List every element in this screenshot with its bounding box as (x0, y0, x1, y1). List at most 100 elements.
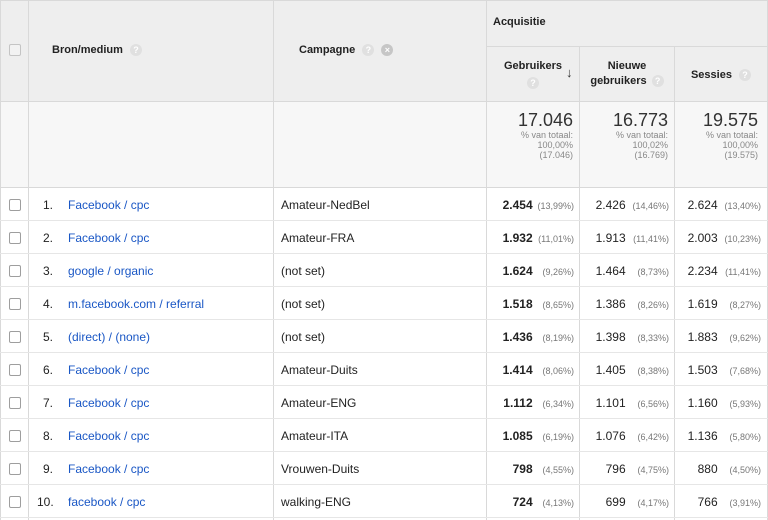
row-checkbox[interactable] (9, 331, 21, 343)
acquisition-group-header: Acquisitie (493, 16, 546, 28)
total-sessions-label: % van totaal: (705, 130, 758, 140)
select-all-checkbox[interactable] (9, 44, 21, 56)
total-users-pct: 100,00% (537, 140, 573, 150)
total-new-users-base: (16.769) (634, 150, 668, 160)
campaign-cell: Amateur-FRA (281, 231, 355, 245)
column-header-new-users[interactable]: Nieuwe gebruikers ? (580, 59, 674, 89)
source-medium-link[interactable]: (direct) / (none) (68, 330, 151, 344)
sessions-pct: (8,27%) (729, 300, 761, 310)
sessions-cell: 766 (3,91%) (675, 495, 761, 510)
users-cell: 724 (4,13%) (487, 495, 574, 510)
table-row (0, 287, 768, 320)
source-medium-link[interactable]: google / organic (68, 264, 154, 278)
row-checkbox[interactable] (9, 298, 21, 310)
sessions-pct: (9,62%) (729, 333, 761, 343)
row-checkbox[interactable] (9, 199, 21, 211)
row-checkbox[interactable] (9, 463, 21, 475)
source-medium-link[interactable]: Facebook / cpc (68, 198, 150, 212)
campaign-cell: (not set) (281, 264, 326, 278)
column-header-campaign[interactable]: Campagne ? × (299, 44, 394, 57)
new-users-value: 1.398 (595, 330, 626, 344)
sessions-cell: 2.003 (10,23%) (675, 231, 761, 246)
sessions-value: 1.503 (687, 363, 718, 377)
users-pct: (8,19%) (542, 333, 574, 343)
new-users-pct: (14,46%) (632, 201, 669, 211)
campaign-cell: (not set) (281, 297, 326, 311)
column-header-users[interactable]: Gebruikers ? ↓ (487, 59, 579, 90)
source-medium-link[interactable]: Facebook / cpc (68, 462, 150, 476)
users-cell: 1.436 (8,19%) (487, 330, 574, 345)
sessions-pct: (10,23%) (724, 234, 761, 244)
row-index: 4. (43, 297, 54, 311)
row-checkbox[interactable] (9, 397, 21, 409)
row-index: 5. (43, 330, 54, 344)
source-medium-link[interactable]: Facebook / cpc (68, 396, 150, 410)
new-users-pct: (8,73%) (637, 267, 669, 277)
sessions-value: 2.234 (687, 264, 718, 278)
sessions-cell: 880 (4,50%) (675, 462, 761, 477)
total-users-value: 17.046 (517, 110, 573, 130)
sessions-pct: (7,68%) (729, 366, 761, 376)
total-new-users-pct: 100,02% (632, 140, 668, 150)
row-index: 6. (43, 363, 54, 377)
row-index: 10. (37, 495, 54, 509)
column-header-source-label: Bron/medium (52, 44, 123, 56)
new-users-cell: 1.386 (8,26%) (580, 297, 669, 312)
sessions-value: 880 (697, 462, 718, 476)
new-users-pct: (8,33%) (637, 333, 669, 343)
source-medium-link[interactable]: Facebook / cpc (68, 231, 150, 245)
users-pct: (9,26%) (542, 267, 574, 277)
help-icon[interactable]: ? (362, 44, 375, 57)
users-pct: (4,13%) (542, 498, 574, 508)
table-row (0, 221, 768, 254)
source-medium-link[interactable]: facebook / cpc (68, 495, 146, 509)
new-users-cell: 1.398 (8,33%) (580, 330, 669, 345)
new-users-value: 1.405 (595, 363, 626, 377)
column-header-sessions[interactable]: Sessies ? (675, 69, 767, 82)
users-value: 1.436 (502, 330, 533, 344)
new-users-value: 1.913 (595, 231, 626, 245)
users-pct: (4,55%) (542, 465, 574, 475)
row-checkbox[interactable] (9, 364, 21, 376)
column-header-source[interactable]: Bron/medium ? (52, 44, 142, 57)
sessions-pct: (3,91%) (729, 498, 761, 508)
sessions-value: 1.160 (687, 396, 718, 410)
help-icon[interactable]: ? (651, 75, 664, 88)
users-cell: 798 (4,55%) (487, 462, 574, 477)
row-index: 9. (43, 462, 54, 476)
help-icon[interactable]: ? (129, 44, 142, 57)
campaign-cell: Amateur-NedBel (281, 198, 370, 212)
sessions-cell: 1.619 (8,27%) (675, 297, 761, 312)
row-checkbox[interactable] (9, 232, 21, 244)
table-row (0, 386, 768, 419)
row-checkbox[interactable] (9, 496, 21, 508)
source-medium-link[interactable]: m.facebook.com / referral (68, 297, 205, 311)
source-medium-link[interactable]: Facebook / cpc (68, 363, 150, 377)
row-checkbox[interactable] (9, 265, 21, 277)
row-checkbox[interactable] (9, 430, 21, 442)
new-users-value: 1.101 (595, 396, 626, 410)
users-cell: 2.454 (13,99%) (487, 198, 574, 213)
help-icon[interactable]: ? (739, 69, 752, 82)
total-sessions: 19.575 % van totaal: 100,00% (19.575) (675, 110, 758, 160)
row-index: 7. (43, 396, 54, 410)
new-users-cell: 2.426 (14,46%) (580, 198, 669, 213)
table-row (0, 353, 768, 386)
total-new-users-label: % van totaal: (615, 130, 668, 140)
column-header-sessions-label: Sessies (690, 69, 732, 81)
sessions-value: 1.883 (687, 330, 718, 344)
users-value: 1.414 (502, 363, 533, 377)
source-medium-link[interactable]: Facebook / cpc (68, 429, 150, 443)
new-users-pct: (4,17%) (637, 498, 669, 508)
users-cell: 1.518 (8,65%) (487, 297, 574, 312)
table-row (0, 254, 768, 287)
campaign-cell: Amateur-ITA (281, 429, 349, 443)
help-icon[interactable]: ? (527, 77, 539, 90)
users-value: 1.518 (502, 297, 533, 311)
new-users-value: 1.464 (595, 264, 626, 278)
sort-descending-icon[interactable]: ↓ (566, 65, 573, 80)
campaign-cell: walking-ENG (281, 495, 352, 509)
total-users-base: (17.046) (539, 150, 573, 160)
remove-dimension-icon[interactable]: × (381, 44, 394, 57)
